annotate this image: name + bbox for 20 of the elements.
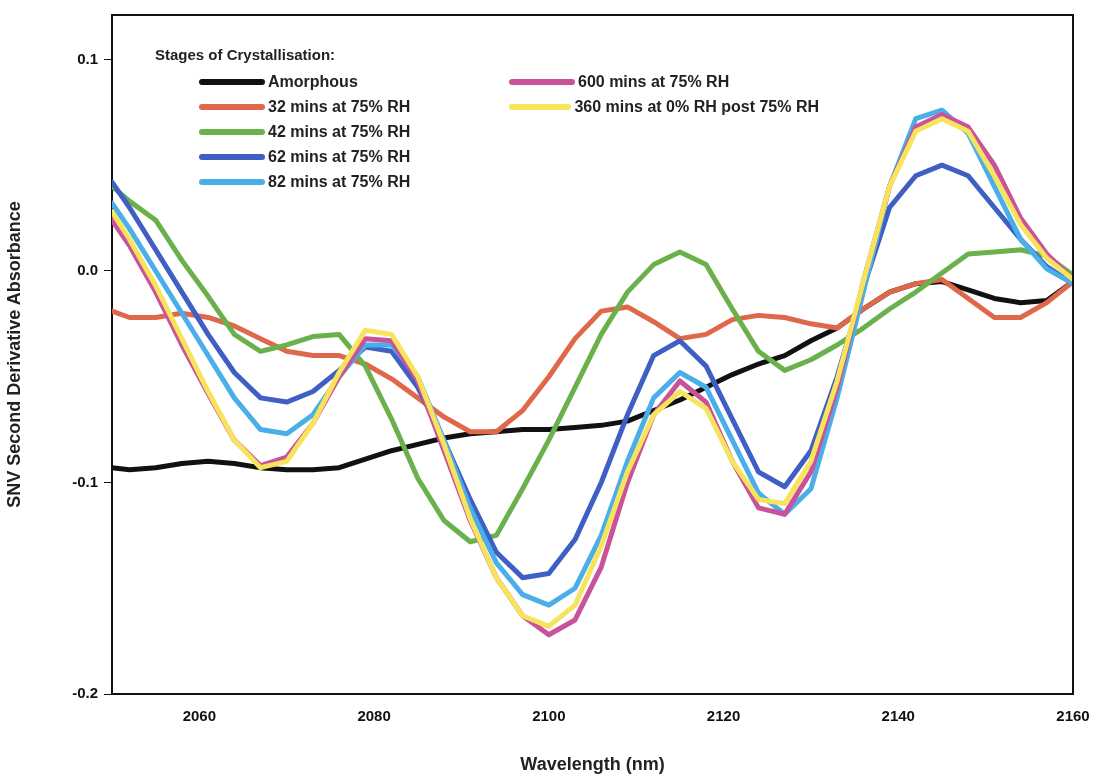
legend-label: 600 mins at 75% RH bbox=[578, 72, 730, 91]
x-tick-label: 2160 bbox=[1056, 707, 1090, 725]
y-tick-label: 0.0 bbox=[77, 261, 98, 279]
y-tick-label: -0.2 bbox=[72, 684, 98, 702]
y-tick-label: -0.1 bbox=[72, 472, 98, 490]
x-tick-label: 2120 bbox=[706, 707, 741, 725]
legend-label: 32 mins at 75% RH bbox=[268, 97, 411, 116]
legend-label: Amorphous bbox=[268, 72, 358, 91]
legend-label: 82 mins at 75% RH bbox=[268, 172, 411, 191]
y-tick-label: 0.1 bbox=[77, 49, 98, 67]
y-axis-title: SNV Second Derivative Absorbance bbox=[3, 201, 24, 508]
x-tick-label: 2100 bbox=[532, 707, 566, 725]
x-tick-label: 2080 bbox=[357, 707, 391, 725]
x-axis-title: Wavelength (nm) bbox=[520, 754, 665, 775]
legend-label: 62 mins at 75% RH bbox=[268, 147, 411, 166]
legend-title: Stages of Crystallisation: bbox=[155, 46, 337, 63]
x-tick-label: 2060 bbox=[182, 707, 217, 725]
x-tick-label: 2140 bbox=[881, 707, 915, 725]
legend-label: 360 mins at 0% RH post 75% RH bbox=[574, 97, 819, 116]
legend-label: 42 mins at 75% RH bbox=[268, 122, 411, 141]
